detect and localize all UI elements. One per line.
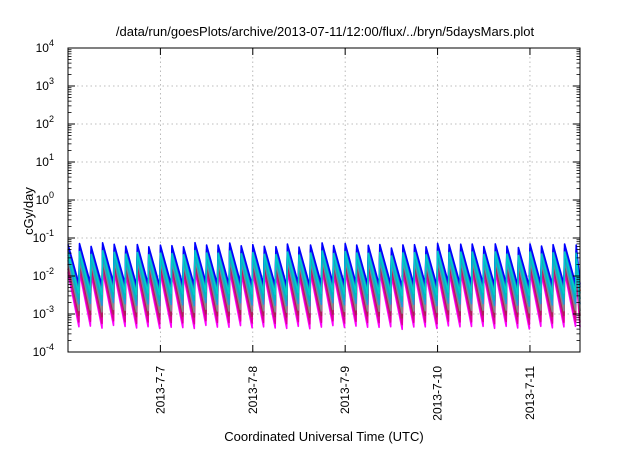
y-axis-ticks: 10-4 10-3 10-2 10-1 100 101 102 103 104 bbox=[33, 38, 580, 359]
x-tick-label: 2013-7-11 bbox=[523, 366, 537, 420]
series-group bbox=[67, 241, 581, 331]
y-tick-label: 100 bbox=[36, 190, 54, 207]
x-axis-title: Coordinated Universal Time (UTC) bbox=[224, 429, 423, 444]
chart-title: /data/run/goesPlots/archive/2013-07-11/1… bbox=[116, 24, 535, 39]
y-tick-label: 103 bbox=[36, 76, 54, 93]
x-axis-ticks: 2013-7-7 2013-7-8 2013-7-9 2013-7-10 2013-7-… bbox=[153, 48, 537, 421]
x-tick-label: 2013-7-7 bbox=[153, 366, 167, 414]
series-line-2 bbox=[67, 266, 581, 326]
y-tick-label: 101 bbox=[36, 152, 54, 169]
y-tick-label: 10-1 bbox=[33, 228, 54, 245]
series-line-4 bbox=[67, 257, 581, 314]
y-axis-title: cGy/day bbox=[21, 187, 36, 235]
y-tick-label: 102 bbox=[36, 114, 54, 131]
y-tick-label: 10-2 bbox=[33, 266, 54, 283]
x-tick-label: 2013-7-9 bbox=[338, 366, 352, 414]
y-tick-label: 10-3 bbox=[33, 304, 54, 321]
y-tick-label: 104 bbox=[36, 38, 54, 55]
x-tick-label: 2013-7-8 bbox=[246, 366, 260, 414]
series-line-10 bbox=[67, 249, 581, 297]
series-line-3 bbox=[67, 261, 581, 319]
x-tick-label: 2013-7-10 bbox=[431, 366, 445, 421]
series-line-9 bbox=[67, 241, 581, 288]
y-tick-label: 10-4 bbox=[33, 342, 54, 359]
series-line-8 bbox=[67, 246, 581, 291]
